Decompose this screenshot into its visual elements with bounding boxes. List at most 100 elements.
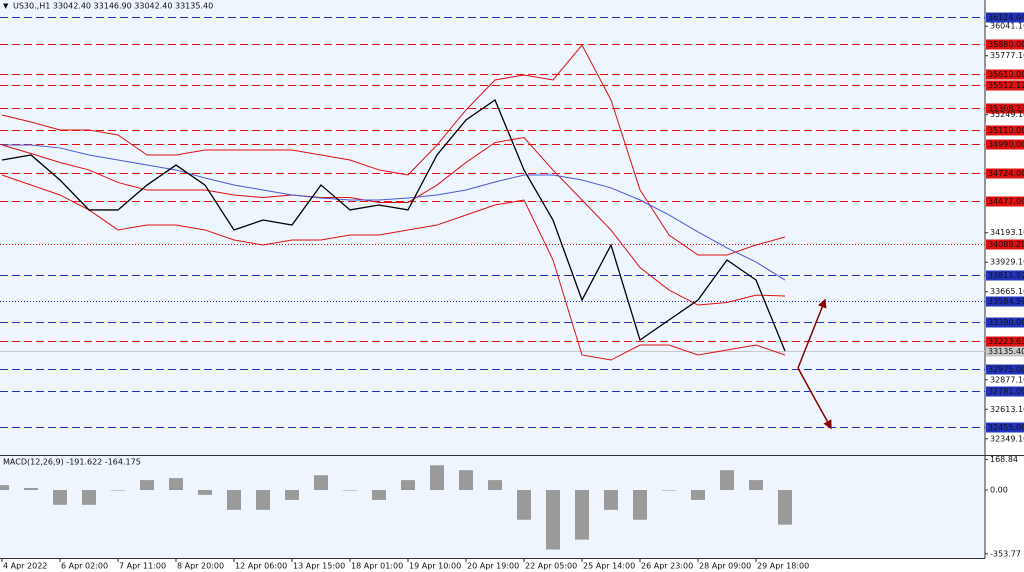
- histogram-bar: [256, 490, 270, 510]
- level-label-box: [986, 336, 1024, 347]
- level-label: 32975.00: [988, 365, 1024, 374]
- histogram-bar: [691, 490, 705, 500]
- level-label: 34088.20: [988, 240, 1024, 249]
- level-label: 34477.00: [988, 197, 1024, 206]
- x-tick-label: 12 Apr 06:00: [235, 562, 287, 571]
- histogram-bar: [662, 490, 676, 491]
- histogram-bar: [198, 490, 212, 495]
- level-label-box: [986, 196, 1024, 207]
- y-tick-label: 32613.10: [990, 405, 1024, 414]
- histogram-bar: [227, 490, 241, 510]
- level-label: 34724.00: [988, 169, 1024, 178]
- chart-header: US30.,H1 33042.40 33146.90 33042.40 3313…: [13, 2, 213, 11]
- level-label: 33135.40: [988, 347, 1024, 356]
- macd-pane: 168.84 0.00 -353.77: [0, 455, 1021, 558]
- macd-header: MACD(12,26,9) -191.622 -164.175: [3, 458, 141, 467]
- y-tick-label: 35249.10: [990, 110, 1024, 119]
- level-label-box: [986, 103, 1024, 114]
- x-tick-label: 6 Apr 02:00: [61, 562, 108, 571]
- level-label-box: [986, 270, 1024, 281]
- level-label-box: [986, 239, 1024, 250]
- histogram-bar: [517, 490, 531, 520]
- x-tick-label: 26 Apr 23:00: [641, 562, 693, 571]
- level-label: 32781.00: [988, 387, 1024, 396]
- level-label-box: [986, 296, 1024, 307]
- x-tick-label: 18 Apr 01:00: [351, 562, 403, 571]
- histogram-bar: [575, 490, 589, 540]
- y-tick-label: 32349.10: [990, 434, 1024, 443]
- histogram-bar: [778, 490, 792, 525]
- price-line: [1, 44, 786, 256]
- level-label: 33223.63: [988, 337, 1024, 346]
- y-tick-label: 32877.10: [990, 375, 1024, 384]
- level-label: 33390.00: [988, 318, 1024, 327]
- level-label: 35610.00: [988, 70, 1024, 79]
- level-label: 36124.04: [988, 13, 1024, 22]
- level-label-box: [986, 422, 1024, 433]
- x-tick-label: 22 Apr 05:00: [525, 562, 577, 571]
- price-line: [1, 137, 786, 306]
- y-tick-label: 34193.10: [990, 228, 1024, 237]
- level-label-box: [986, 80, 1024, 91]
- level-label: 32455.00: [988, 423, 1024, 432]
- x-tick-label: 20 Apr 19:00: [467, 562, 519, 571]
- histogram-bar: [633, 490, 647, 520]
- level-label: 35880.00: [988, 40, 1024, 49]
- x-tick-label: 8 Apr 20:00: [177, 562, 224, 571]
- histogram-bar: [459, 470, 473, 491]
- level-label: 35110.00: [988, 126, 1024, 135]
- histogram-bar: [749, 480, 763, 491]
- trend-arrow: [797, 298, 827, 369]
- price-axis-area: [985, 0, 1024, 572]
- histogram-bar: [0, 485, 9, 491]
- x-tick-label: 7 Apr 11:00: [119, 562, 166, 571]
- histogram-bar: [24, 488, 38, 491]
- level-label: 35308.23: [988, 104, 1024, 113]
- histogram-bar: [372, 490, 386, 500]
- time-axis-area: [0, 558, 985, 572]
- y-tick-label: -353.77: [990, 549, 1021, 558]
- histogram-bar: [285, 490, 299, 500]
- y-tick-label: 168.84: [990, 455, 1018, 464]
- level-label-box: [986, 346, 1024, 357]
- histogram-bar: [53, 490, 67, 505]
- histogram-bar: [488, 480, 502, 491]
- price-line: [1, 174, 786, 361]
- x-tick-label: 28 Apr 09:00: [699, 562, 751, 571]
- x-tick-label: 29 Apr 18:00: [757, 562, 809, 571]
- histogram-bar: [401, 480, 415, 491]
- level-label-box: [986, 139, 1024, 150]
- histogram-bar: [546, 490, 560, 550]
- level-label-box: [986, 317, 1024, 328]
- trend-arrow: [797, 367, 832, 430]
- y-tick-label: 35777.10: [990, 51, 1024, 60]
- price-line: [1, 99, 786, 352]
- histogram-bar: [343, 490, 357, 491]
- y-tick-label: 33665.10: [990, 287, 1024, 296]
- level-label: 33811.92: [988, 271, 1024, 280]
- x-tick-label: 4 Apr 2022: [3, 562, 47, 571]
- histogram-bar: [169, 478, 183, 491]
- level-label: 35512.12: [988, 81, 1024, 90]
- x-tick-label: 13 Apr 15:00: [293, 562, 345, 571]
- level-label-box: [986, 364, 1024, 375]
- y-tick-label: 0.00: [990, 486, 1008, 495]
- x-tick-label: 19 Apr 10:00: [409, 562, 461, 571]
- level-label: 34990.00: [988, 140, 1024, 149]
- histogram-bar: [140, 480, 154, 491]
- histogram-bar: [604, 490, 618, 510]
- price-line: [2, 144, 786, 281]
- histogram-bar: [111, 490, 125, 491]
- histogram-bar: [430, 465, 444, 491]
- level-label-box: [986, 39, 1024, 50]
- price-pane: 36124.04 35880.00 35610.00 35512.12 35308.23…: [0, 12, 1024, 443]
- level-label-box: [986, 69, 1024, 80]
- y-tick-label: 36041.10: [990, 22, 1024, 31]
- level-label-box: [986, 125, 1024, 136]
- menu-icon: ▼: [3, 2, 9, 10]
- histogram-bar: [720, 470, 734, 491]
- y-tick-label: 33929.10: [990, 258, 1024, 267]
- level-label: 33584.59: [988, 297, 1024, 306]
